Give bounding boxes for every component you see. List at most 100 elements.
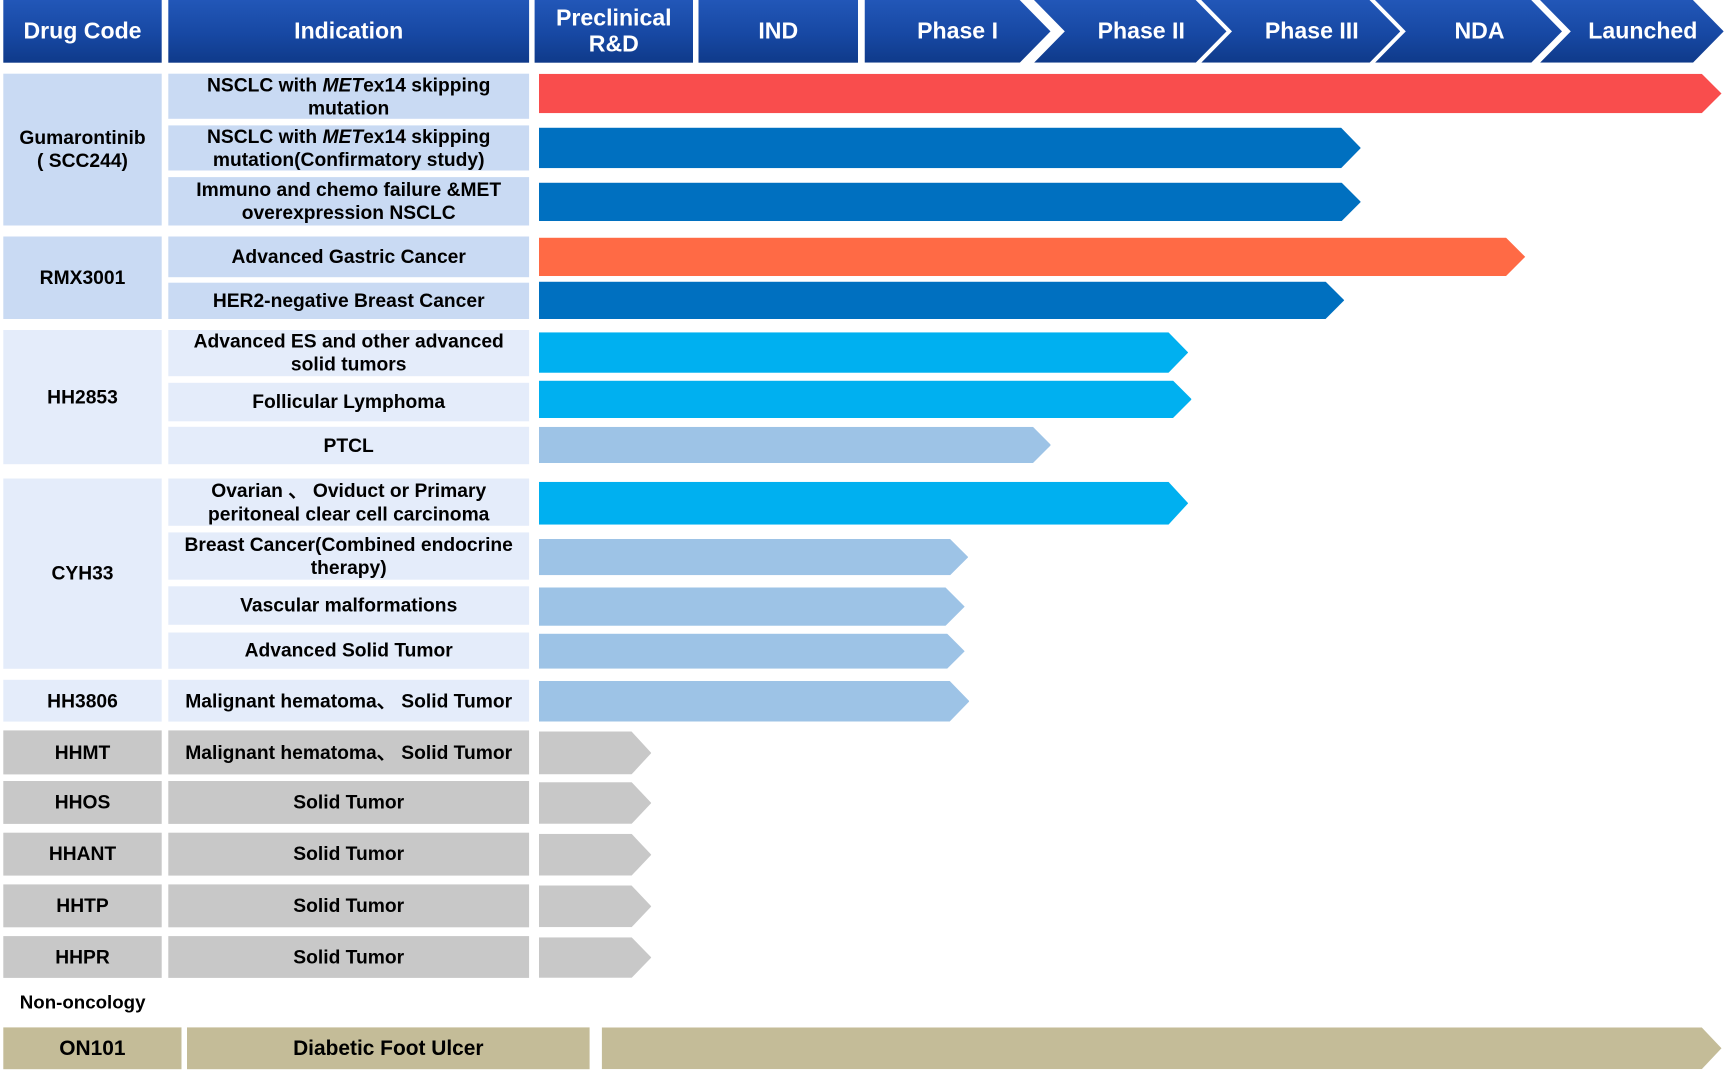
indication-text: Solid Tumor xyxy=(293,791,404,814)
indication-cell: NSCLC with METex14 skipping mutation(Con… xyxy=(168,124,530,171)
progress-arrow xyxy=(539,73,1722,114)
drug-code-cell: HHANT xyxy=(3,832,162,876)
indication-pre: Breast Cancer(Combined endocrine therapy… xyxy=(184,532,513,579)
stage-label: Launched xyxy=(1588,18,1698,44)
indication-cell: Solid Tumor xyxy=(168,781,530,824)
indication-pre: Solid Tumor xyxy=(293,945,405,968)
progress-arrow xyxy=(539,731,652,775)
drug-code-cell: HHMT xyxy=(3,730,162,775)
drug-code-cell: HHOS xyxy=(3,781,162,824)
drug-code-cell: HHTP xyxy=(3,884,162,928)
stage-header: NDA xyxy=(1375,0,1562,63)
stage-header: Phase I xyxy=(864,0,1051,63)
progress-arrow xyxy=(539,281,1345,319)
indication-italic: MET xyxy=(322,124,364,147)
indication-cell: Solid Tumor xyxy=(168,832,530,876)
indication-text: Solid Tumor xyxy=(293,894,404,917)
stage-header: Phase II xyxy=(1034,0,1227,63)
indication-pre: NSCLC with xyxy=(206,73,323,96)
header-drug-code: Drug Code xyxy=(3,0,162,63)
non-oncology-label: Non-oncology xyxy=(19,992,146,1014)
indication-text: Malignant hematoma、 Solid Tumor xyxy=(185,689,512,712)
progress-arrow xyxy=(539,782,652,824)
progress-arrow xyxy=(539,937,652,978)
indication-text: Vascular malformations xyxy=(240,594,457,617)
drug-code-cell: RMX3001 xyxy=(3,236,162,319)
indication-cell: Ovarian 、 Oviduct or Primary peritoneal … xyxy=(168,478,530,526)
stage-header: Launched xyxy=(1540,0,1724,63)
drug-code-cell: CYH33 xyxy=(3,478,162,669)
progress-arrow xyxy=(601,1027,1722,1070)
stage-label: Phase II xyxy=(1097,18,1185,44)
indication-cell: Follicular Lymphoma xyxy=(168,382,530,422)
indication-pre: Malignant hematoma、 Solid Tumor xyxy=(185,689,513,712)
progress-arrow xyxy=(539,481,1189,525)
indication-pre: Immuno and chemo failure &MET overexpres… xyxy=(196,178,502,224)
stage-label: Preclinical R&D xyxy=(556,4,672,57)
indication-pre: Malignant hematoma、 Solid Tumor xyxy=(185,740,513,763)
indication-text: Advanced Gastric Cancer xyxy=(232,245,466,268)
stage-header: Preclinical R&D xyxy=(534,0,693,63)
indication-cell: HER2-negative Breast Cancer xyxy=(168,282,530,319)
indication-text: Ovarian 、 Oviduct or Primary peritoneal … xyxy=(177,479,520,525)
progress-arrow xyxy=(539,587,965,626)
drug-code-cell: HH2853 xyxy=(3,330,162,465)
indication-text: HER2-negative Breast Cancer xyxy=(213,289,485,312)
indication-cell: Immuno and chemo failure &MET overexpres… xyxy=(168,177,530,226)
indication-cell: Advanced Gastric Cancer xyxy=(168,236,530,278)
indication-italic: MET xyxy=(322,73,364,96)
indication-text: Immuno and chemo failure &MET overexpres… xyxy=(177,178,520,224)
progress-arrow xyxy=(539,633,965,669)
indication-text: PTCL xyxy=(324,434,374,457)
indication-pre: NSCLC with xyxy=(206,124,323,147)
indication-pre: Advanced ES and other advanced solid tum… xyxy=(193,330,504,376)
indication-cell: PTCL xyxy=(168,426,530,465)
stage-header: IND xyxy=(698,0,858,63)
indication-text: Advanced ES and other advanced solid tum… xyxy=(177,330,520,376)
indication-pre: Follicular Lymphoma xyxy=(252,390,446,413)
indication-text: Advanced Solid Tumor xyxy=(245,639,453,662)
drug-code-cell: ON101 xyxy=(3,1027,182,1070)
progress-arrow xyxy=(539,539,969,576)
indication-text: Solid Tumor xyxy=(293,945,404,968)
progress-arrow xyxy=(539,237,1525,277)
indication-cell: Solid Tumor xyxy=(168,884,530,928)
stage-label: IND xyxy=(758,18,799,44)
indication-pre: HER2-negative Breast Cancer xyxy=(212,289,485,312)
indication-cell: Malignant hematoma、 Solid Tumor xyxy=(168,679,530,722)
indication-text: Malignant hematoma、 Solid Tumor xyxy=(185,741,512,764)
stage-label: Phase I xyxy=(917,18,998,44)
stage-header: Phase III xyxy=(1201,0,1401,63)
indication-pre: Ovarian 、 Oviduct or Primary peritoneal … xyxy=(207,479,490,525)
indication-pre: Solid Tumor xyxy=(293,842,405,865)
progress-arrow xyxy=(539,885,652,928)
indication-pre: Solid Tumor xyxy=(293,894,405,917)
indication-pre: Solid Tumor xyxy=(293,790,405,813)
progress-arrow xyxy=(539,182,1361,222)
indication-cell: NSCLC with METex14 skipping mutation xyxy=(168,73,530,119)
indication-cell: Breast Cancer(Combined endocrine therapy… xyxy=(168,532,530,580)
indication-post: ex14 skipping mutation(Confirmatory stud… xyxy=(212,124,491,170)
progress-arrow xyxy=(539,426,1052,464)
indication-pre: PTCL xyxy=(323,433,374,456)
progress-arrow xyxy=(539,833,652,876)
drug-code-cell: HH3806 xyxy=(3,679,162,722)
indication-cell: Solid Tumor xyxy=(168,936,530,978)
progress-arrow xyxy=(539,332,1189,373)
indication-pre: Advanced Gastric Cancer xyxy=(231,245,466,268)
header-indication: Indication xyxy=(168,0,530,63)
stage-label: NDA xyxy=(1454,18,1505,44)
indication-pre: Vascular malformations xyxy=(240,594,458,616)
drug-code-cell: HHPR xyxy=(3,936,162,978)
stage-label: Phase III xyxy=(1264,18,1359,44)
indication-pre: Advanced Solid Tumor xyxy=(244,639,453,662)
indication-cell: Diabetic Foot Ulcer xyxy=(187,1027,590,1070)
progress-arrow xyxy=(539,380,1192,418)
indication-cell: Advanced ES and other advanced solid tum… xyxy=(168,330,530,377)
indication-cell: Malignant hematoma、 Solid Tumor xyxy=(168,730,530,775)
indication-cell: Vascular malformations xyxy=(168,586,530,625)
indication-text: Breast Cancer(Combined endocrine therapy… xyxy=(177,533,520,579)
indication-text: Solid Tumor xyxy=(293,843,404,866)
progress-arrow xyxy=(539,680,970,722)
